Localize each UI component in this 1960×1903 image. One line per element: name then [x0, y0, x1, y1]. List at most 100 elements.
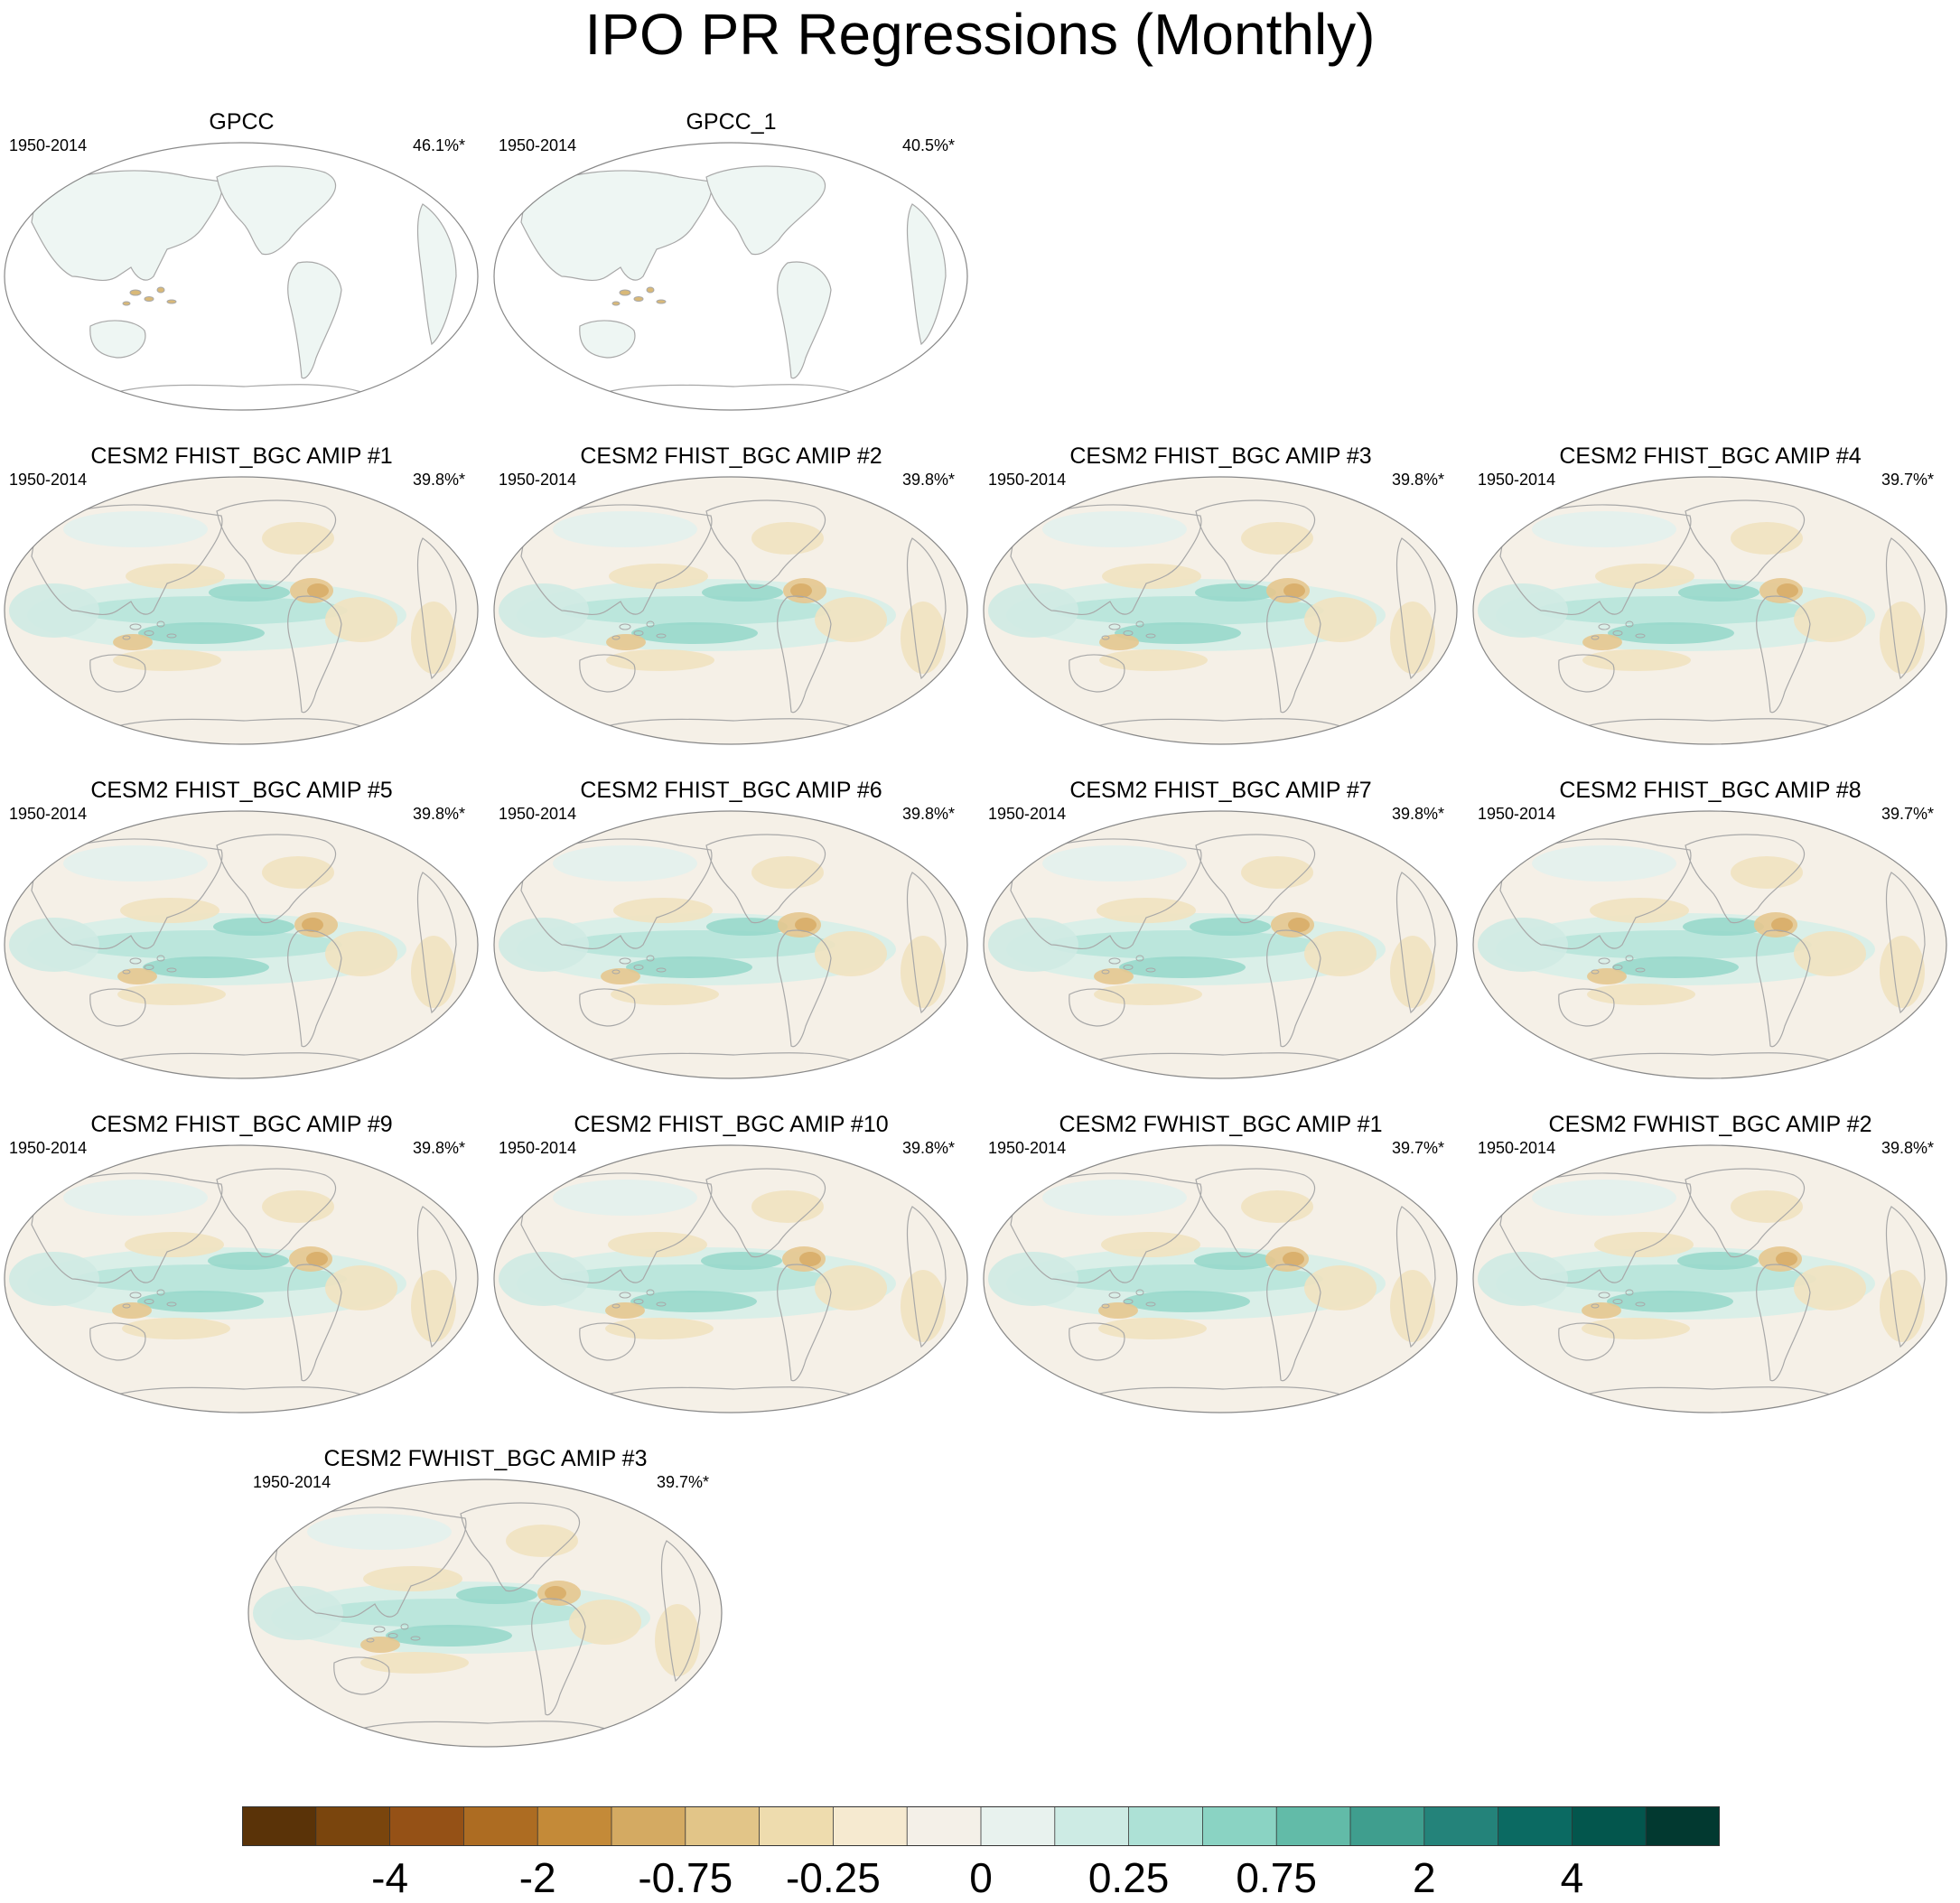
island-shape — [129, 623, 142, 630]
panel-title: GPCC — [209, 109, 275, 135]
map-panel: CESM2 FWHIST_BGC AMIP #3 1950-2014 39.7%* — [244, 1445, 727, 1752]
panel-title: CESM2 FWHIST_BGC AMIP #2 — [1548, 1112, 1872, 1137]
map-svg — [493, 810, 968, 1079]
anomaly-patch — [815, 1265, 887, 1311]
anomaly-patch — [262, 522, 334, 555]
coastline-shape — [606, 718, 852, 727]
panel-period: 1950-2014 — [499, 136, 577, 154]
map-panel: CESM2 FHIST_BGC AMIP #1 1950-2014 39.8%* — [0, 443, 483, 750]
coastline-shape — [705, 1168, 826, 1258]
map-content — [9, 499, 457, 727]
anomaly-patch — [553, 845, 697, 882]
island-shape — [1123, 630, 1134, 636]
anomaly-patch — [626, 956, 752, 978]
colorbar-swatch — [1646, 1806, 1720, 1846]
anomaly-patch — [1478, 583, 1568, 638]
coastline-shape — [579, 654, 636, 693]
colorbar-swatch — [1423, 1806, 1499, 1846]
island-shape — [1145, 1301, 1156, 1307]
anomaly-patch — [631, 622, 758, 644]
panel-title: CESM2 FHIST_BGC AMIP #3 — [1069, 443, 1372, 469]
panel-variance: 39.8%* — [412, 1139, 465, 1157]
map-outline — [493, 810, 968, 1079]
coastline-shape — [520, 838, 713, 949]
anomaly-patch — [253, 1586, 343, 1640]
coastline-shape — [1499, 1172, 1692, 1283]
map-content — [1478, 499, 1926, 727]
anomaly-patch — [307, 1514, 452, 1550]
anomaly-patch — [601, 968, 640, 984]
island-shape — [619, 289, 631, 296]
coastline-shape — [1685, 1168, 1806, 1258]
anomaly-patch — [1607, 1291, 1733, 1312]
anomaly-patch — [1582, 1318, 1690, 1339]
anomaly-patch — [1608, 622, 1734, 644]
coastline-shape — [606, 384, 852, 393]
coastline-shape — [777, 929, 832, 1048]
island-shape — [1598, 1292, 1610, 1299]
map-svg — [493, 476, 968, 745]
island-shape — [1108, 623, 1121, 630]
panel-variance: 39.7%* — [1881, 805, 1934, 823]
map-content — [1478, 1168, 1926, 1395]
island-shape — [144, 1299, 154, 1304]
map-svg — [983, 1144, 1458, 1413]
map-content — [520, 165, 947, 393]
coastline-shape — [1885, 872, 1926, 1014]
panel-variance: 39.7%* — [1391, 1139, 1444, 1157]
anomaly-patch — [1731, 856, 1803, 889]
colorbar-swatch — [1350, 1806, 1425, 1846]
anomaly-patch — [1119, 956, 1246, 978]
map-outline — [983, 1144, 1458, 1413]
coastline-shape — [1266, 595, 1321, 714]
anomaly-patch — [1102, 564, 1201, 589]
anomaly-patch — [360, 1652, 469, 1674]
map-outline — [1472, 476, 1947, 745]
panel-period: 1950-2014 — [499, 1139, 577, 1157]
panel-title: CESM2 FHIST_BGC AMIP #5 — [90, 778, 393, 803]
anomaly-patch — [553, 511, 697, 547]
coastline-shape — [1010, 1172, 1202, 1283]
anomaly-patch — [569, 1600, 641, 1645]
island-shape — [373, 1626, 386, 1633]
map-panel: CESM2 FWHIST_BGC AMIP #1 1950-2014 39.7%* — [979, 1111, 1462, 1418]
anomaly-patch — [302, 918, 323, 932]
map-svg — [4, 1144, 479, 1413]
coastline-shape — [579, 1322, 636, 1361]
anomaly-patch — [605, 1302, 645, 1319]
colorbar-swatch — [537, 1806, 612, 1846]
anomaly-patch — [1304, 597, 1377, 642]
coastline-shape — [1195, 834, 1316, 924]
panel-period: 1950-2014 — [499, 471, 577, 489]
colorbar-tick-label: 0.75 — [1236, 1854, 1317, 1901]
map-svg — [983, 476, 1458, 745]
colorbar-labels: -4 -2 -0.75 -0.25 0 0.25 0.75 2 4 — [0, 1853, 1960, 1903]
colorbar-swatch — [463, 1806, 538, 1846]
anomaly-patch — [126, 564, 225, 589]
map-panel: CESM2 FHIST_BGC AMIP #8 1950-2014 39.7%* — [1469, 777, 1952, 1084]
map-svg — [1472, 476, 1947, 745]
panel-title: CESM2 FHIST_BGC AMIP #2 — [580, 443, 882, 469]
anomaly-patch — [1478, 1252, 1568, 1306]
anomaly-patch — [790, 583, 812, 598]
coastline-shape — [1558, 988, 1615, 1027]
anomaly-patch — [325, 1265, 397, 1311]
anomaly-patch — [1587, 984, 1695, 1005]
map-outline — [4, 142, 479, 411]
island-shape — [1135, 955, 1144, 962]
coastline-shape — [906, 537, 947, 680]
coastline-shape — [287, 929, 342, 1048]
island-shape — [144, 296, 154, 302]
map-content — [988, 499, 1436, 727]
island-shape — [656, 299, 667, 304]
anomaly-patch — [606, 649, 714, 671]
map-outline — [1472, 810, 1947, 1079]
panel-period: 1950-2014 — [988, 1139, 1067, 1157]
anomaly-patch — [325, 931, 397, 976]
map-content — [9, 834, 457, 1061]
anomaly-patch — [120, 898, 219, 923]
anomaly-patch — [77, 596, 348, 625]
island-shape — [611, 301, 621, 306]
panel-title: CESM2 FHIST_BGC AMIP #10 — [574, 1112, 889, 1137]
anomaly-patch — [608, 1232, 707, 1257]
